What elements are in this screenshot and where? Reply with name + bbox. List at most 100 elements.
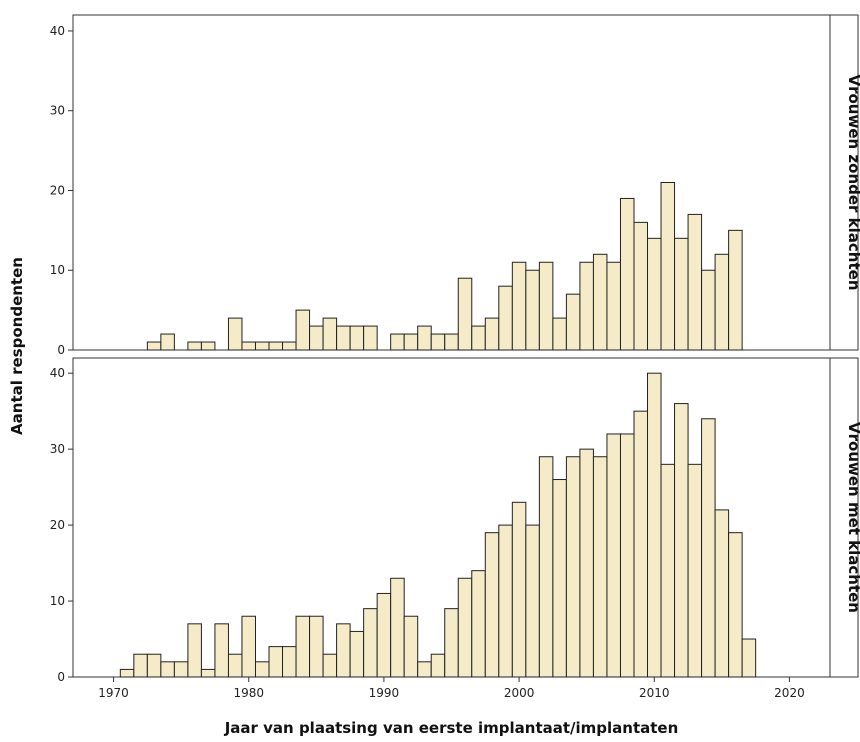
bar xyxy=(390,577,405,678)
bar xyxy=(119,668,135,678)
bar xyxy=(282,341,297,351)
bar xyxy=(674,237,689,351)
x-tick-label: 1980 xyxy=(233,686,264,700)
y-tick-label: 20 xyxy=(50,183,65,197)
bar xyxy=(633,410,649,678)
x-tick-label: 2010 xyxy=(639,686,670,700)
bar xyxy=(552,317,567,351)
bar xyxy=(417,325,432,351)
bar xyxy=(227,317,243,351)
bar xyxy=(254,661,270,678)
bar xyxy=(133,653,148,678)
x-tick-label: 2020 xyxy=(774,686,805,700)
bar xyxy=(538,261,554,351)
y-tick-label: 20 xyxy=(50,518,65,532)
bar xyxy=(471,325,486,351)
bar xyxy=(444,333,459,351)
bar xyxy=(619,433,635,678)
bar xyxy=(674,403,689,678)
bar xyxy=(214,623,229,678)
y-tick-label: 30 xyxy=(50,442,65,456)
bar xyxy=(187,623,202,678)
bar xyxy=(701,418,716,678)
bar xyxy=(187,341,202,351)
bar xyxy=(457,577,473,678)
bar xyxy=(687,213,703,351)
bar xyxy=(484,532,500,678)
bar xyxy=(376,592,392,678)
bar xyxy=(363,325,378,351)
bar xyxy=(606,433,621,678)
bar xyxy=(241,341,256,351)
panel-strip xyxy=(829,14,859,351)
bar xyxy=(471,570,486,678)
bar xyxy=(592,456,608,678)
bar xyxy=(714,253,730,351)
y-axis-title: Aantal respondenten xyxy=(8,257,26,435)
bar xyxy=(457,277,473,351)
panel-label: Vrouwen met klachten xyxy=(845,422,860,613)
bar xyxy=(363,608,378,678)
bar xyxy=(592,253,608,351)
bar xyxy=(579,448,594,678)
y-tick-label: 0 xyxy=(57,670,65,684)
bar xyxy=(336,623,351,678)
bar xyxy=(241,615,256,678)
bar xyxy=(701,269,716,351)
bar xyxy=(444,608,459,678)
bar xyxy=(525,269,540,351)
bar xyxy=(403,333,419,351)
bar xyxy=(282,646,297,678)
bar xyxy=(268,646,284,678)
bar xyxy=(390,333,405,351)
bar xyxy=(254,341,270,351)
bar xyxy=(565,456,581,678)
bar xyxy=(417,661,432,678)
x-tick-label: 2000 xyxy=(504,686,535,700)
bar xyxy=(349,325,365,351)
bar xyxy=(660,182,676,351)
bar xyxy=(511,261,527,351)
bar xyxy=(498,285,513,351)
bar xyxy=(525,524,540,678)
bar xyxy=(498,524,513,678)
bar xyxy=(295,615,311,678)
x-tick-label: 1970 xyxy=(98,686,129,700)
bar xyxy=(322,653,338,678)
bar xyxy=(714,509,730,678)
x-axis-title: Jaar van plaatsing van eerste implantaat… xyxy=(224,719,679,737)
bar xyxy=(728,532,743,678)
bar xyxy=(633,221,649,351)
bar xyxy=(173,661,189,678)
bar xyxy=(322,317,338,351)
bar xyxy=(484,317,500,351)
bar xyxy=(295,309,311,351)
y-tick-label: 30 xyxy=(50,104,65,118)
bar xyxy=(430,653,446,678)
bar xyxy=(687,463,703,678)
bar xyxy=(579,261,594,351)
bar xyxy=(647,237,662,351)
bar xyxy=(349,630,365,678)
bar xyxy=(565,293,581,351)
y-tick-label: 10 xyxy=(50,263,65,277)
bar xyxy=(403,615,419,678)
panel-strip xyxy=(829,357,859,678)
bar xyxy=(200,341,216,351)
bar xyxy=(552,479,567,678)
panel-label: Vrouwen zonder klachten xyxy=(845,75,860,291)
bar xyxy=(160,333,175,351)
x-tick-label: 1990 xyxy=(369,686,400,700)
bar xyxy=(309,325,324,351)
bar xyxy=(146,653,162,678)
bar xyxy=(511,501,527,678)
bar xyxy=(336,325,351,351)
bar xyxy=(268,341,284,351)
bar xyxy=(606,261,621,351)
y-tick-label: 10 xyxy=(50,594,65,608)
bar xyxy=(741,638,757,678)
y-tick-label: 40 xyxy=(50,24,65,38)
y-tick-label: 0 xyxy=(57,343,65,357)
